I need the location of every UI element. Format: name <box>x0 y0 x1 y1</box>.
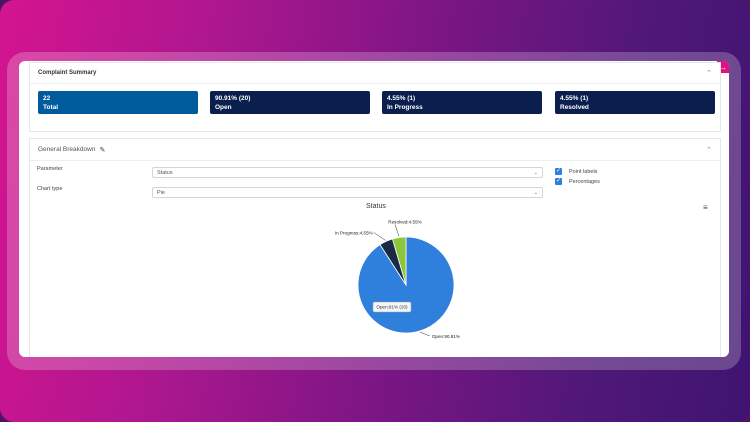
pie-label-open: Open:90.91% <box>432 334 460 339</box>
pie-leader-line <box>394 224 400 237</box>
point-labels-checkbox[interactable]: ✓ <box>555 168 562 175</box>
chevron-up-icon[interactable]: ⌃ <box>706 70 712 77</box>
chart-type-label: Chart type <box>37 186 63 192</box>
stat-in-progress-label: In Progress <box>387 104 423 111</box>
parameter-select[interactable]: Status ⌄ <box>152 167 543 178</box>
complaint-summary-header[interactable]: Complaint Summary ⌃ <box>30 63 720 84</box>
stat-in-progress-value: 4.55% (1) <box>387 95 416 102</box>
stat-open-value: 90.91% (20) <box>215 95 251 102</box>
stat-card-in-progress: 4.55% (1) In Progress <box>382 91 542 114</box>
stat-card-total: 22 Total <box>38 91 198 114</box>
stat-total-value: 22 <box>43 95 51 102</box>
stat-total-label: Total <box>43 104 59 111</box>
stat-resolved-label: Resolved <box>560 104 589 111</box>
stat-card-resolved: 4.55% (1) Resolved <box>555 91 715 114</box>
general-breakdown-header[interactable]: General Breakdown ✎ ⌃ <box>30 139 720 161</box>
chevron-up-icon[interactable]: ⌃ <box>706 146 712 154</box>
stat-card-open: 90.91% (20) Open <box>210 91 370 114</box>
chart-tooltip-text: Open:91% (20) <box>376 305 408 310</box>
pie-label-resolved: Resolved:4.55% <box>388 219 421 224</box>
pie-leader-line <box>373 232 386 241</box>
pie-slice-resolved[interactable] <box>391 236 407 286</box>
parameter-select-value: Status <box>157 169 173 176</box>
chevron-down-icon: ⌄ <box>533 189 538 196</box>
pie-leader-line <box>419 331 430 337</box>
chart-title: Status <box>366 203 386 210</box>
edit-icon[interactable]: ✎ <box>99 146 106 154</box>
chart-tooltip: Open:91% (20) <box>372 301 412 313</box>
general-breakdown-panel: General Breakdown ✎ ⌃ Parameter Status ⌄… <box>29 138 721 357</box>
stat-open-label: Open <box>215 104 232 111</box>
parameter-label: Parameter <box>37 166 63 172</box>
chart-type-select[interactable]: Pie ⌄ <box>152 187 543 198</box>
point-labels-label: Point labels <box>569 169 598 175</box>
percentages-checkbox[interactable]: ✓ <box>555 178 562 185</box>
stat-resolved-value: 4.55% (1) <box>560 95 589 102</box>
pie-label-in-progress: In Progress:4.55% <box>335 230 373 235</box>
app-window: → Complaint Summary ⌃ 22 Total 90.91% (2… <box>19 61 729 357</box>
chevron-down-icon: ⌄ <box>533 169 538 176</box>
pie-chart: Open:90.91% In Progress:4.55% Resolved:4.5… <box>335 219 460 339</box>
general-breakdown-title: General Breakdown <box>38 146 96 153</box>
percentages-label: Percentages <box>569 179 600 185</box>
complaint-summary-title: Complaint Summary <box>38 70 97 76</box>
hamburger-icon[interactable]: ≡ <box>703 203 708 212</box>
chart-type-select-value: Pie <box>157 189 165 196</box>
complaint-summary-panel: Complaint Summary ⌃ 22 Total 90.91% (20)… <box>29 62 721 132</box>
